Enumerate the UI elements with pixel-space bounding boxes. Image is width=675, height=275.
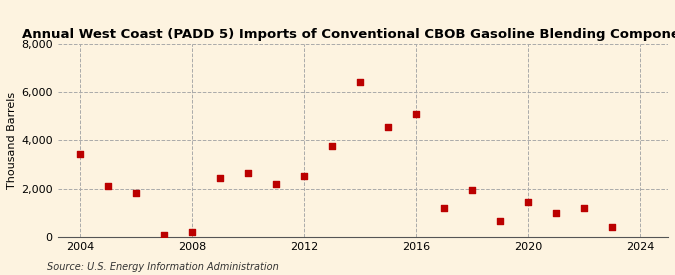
Point	[607, 225, 618, 229]
Point	[242, 171, 253, 175]
Point	[495, 219, 506, 223]
Point	[578, 206, 589, 210]
Point	[186, 230, 197, 234]
Point	[466, 188, 477, 192]
Point	[410, 112, 421, 116]
Title: Annual West Coast (PADD 5) Imports of Conventional CBOB Gasoline Blending Compon: Annual West Coast (PADD 5) Imports of Co…	[22, 28, 675, 42]
Point	[75, 151, 86, 156]
Point	[215, 175, 225, 180]
Y-axis label: Thousand Barrels: Thousand Barrels	[7, 92, 17, 189]
Text: Source: U.S. Energy Information Administration: Source: U.S. Energy Information Administ…	[47, 262, 279, 272]
Point	[130, 191, 141, 196]
Point	[551, 210, 562, 215]
Point	[522, 200, 533, 204]
Point	[271, 182, 281, 186]
Point	[439, 206, 450, 210]
Point	[298, 174, 309, 179]
Point	[383, 125, 394, 129]
Point	[354, 80, 365, 85]
Point	[327, 144, 338, 148]
Point	[47, 160, 57, 164]
Point	[159, 233, 169, 238]
Point	[103, 184, 113, 188]
